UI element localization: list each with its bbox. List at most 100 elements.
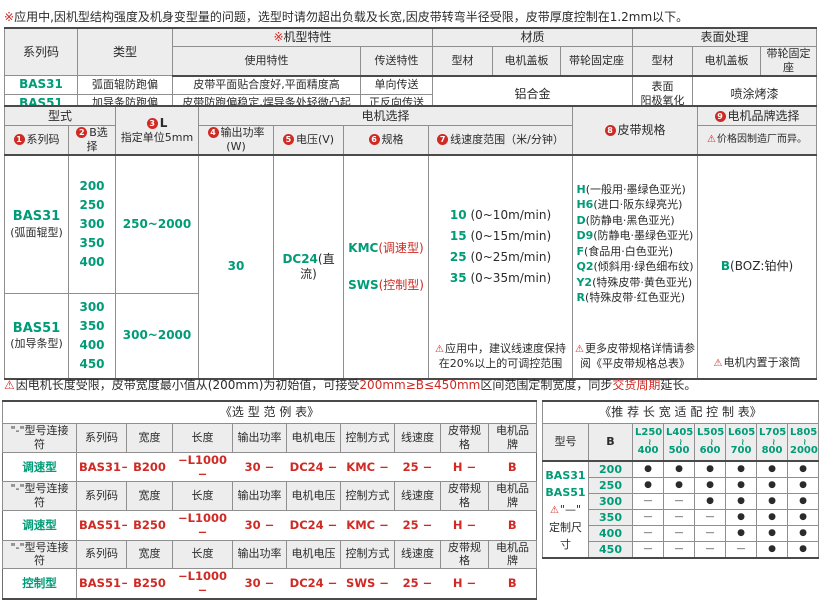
- col-header-voltage: 电机电压: [286, 423, 341, 453]
- availability-mark: ●: [756, 525, 788, 542]
- motor-builtin-note: ⚠电机内置于滚筒: [713, 355, 801, 369]
- example-type: 控制型: [2, 567, 77, 600]
- belt-option: D9(防静电·墨绿色亚光): [576, 229, 694, 242]
- example-value: B250: [126, 567, 173, 600]
- recommended-row: BAS31 BAS51 ⚠"—" 定制尺寸 200 ● ● ● ● ● ●: [542, 460, 820, 559]
- belt-option: F(食品用·白色亚光): [576, 244, 674, 258]
- availability-mark: ●: [756, 509, 788, 526]
- example-value: 25 −: [394, 451, 441, 483]
- circled-number-icon: 2: [76, 127, 88, 138]
- col-header-voltage: 电机电压: [286, 539, 341, 569]
- availability-mark: ●: [725, 493, 757, 510]
- belt-option: R(特殊皮带·红色亚光): [576, 291, 686, 304]
- availability-mark: ●: [694, 477, 726, 494]
- belt-option: Y2(特殊皮带·黄色亚光): [576, 275, 693, 289]
- example-value: B200: [126, 451, 173, 483]
- series-code: BAS31: [545, 468, 586, 482]
- spec-sheet-page: ※ 应用中,因机型结构强度及机身变型量的问题，选型时请勿超出负载及长宽,因皮带转弯…: [1, 10, 820, 600]
- col-header-belt-spec: 8 皮带规格: [572, 105, 699, 156]
- group-header-motor: 电机选择: [198, 105, 574, 126]
- col-header-b-select: 2 B选择: [67, 125, 117, 156]
- recommended-table-title: 《推 荐 长 宽 适 配 控 制 表》: [541, 400, 820, 424]
- col-header-width: 宽度: [126, 539, 173, 569]
- range-squiggle: ~: [737, 438, 747, 446]
- output-power-value: 30: [198, 154, 275, 379]
- availability-mark: ●: [725, 460, 757, 478]
- delivery-period-text: 交货周期: [612, 378, 661, 392]
- col-header-connector: "-"型号连接符: [2, 539, 77, 569]
- availability-mark: —: [632, 493, 664, 510]
- col-header-width: 宽度: [126, 481, 173, 511]
- b-value: 400: [588, 525, 633, 542]
- example-value: 30 −: [232, 509, 287, 541]
- col-header-brand: 电机品牌: [487, 423, 538, 453]
- warning-icon: ⚠: [713, 357, 723, 369]
- availability-mark: ●: [786, 477, 820, 494]
- col-header-profile: 型材: [432, 46, 494, 77]
- col-header-use: 使用特性: [172, 46, 361, 77]
- circled-number-icon: 7: [437, 133, 449, 145]
- availability-mark: ●: [663, 460, 695, 478]
- availability-mark: ●: [725, 509, 757, 526]
- example-type: 调速型: [2, 509, 77, 541]
- col-header-belt: 皮带规格: [440, 539, 489, 569]
- example-value: 25 −: [394, 567, 441, 600]
- range-squiggle: ~: [675, 438, 685, 446]
- availability-mark: ●: [632, 460, 664, 478]
- series-code: BAS31: [12, 209, 61, 225]
- availability-mark: —: [663, 541, 695, 559]
- col-header-power: 输出功率: [232, 423, 287, 453]
- availability-mark: —: [725, 541, 757, 559]
- availability-mark: ●: [694, 460, 726, 478]
- voltage-cell: DC24(直流): [273, 154, 345, 379]
- overview-table: 系列码 类型 ※机型特性 材质 表面处理 使用特性 传送特性 型材 电机盖板 带…: [4, 27, 818, 114]
- col-header-control: 控制方式: [340, 539, 395, 569]
- speed-usage-note: ⚠应用中，建议线速度保持 在20%以上的可调控范围: [435, 341, 566, 370]
- col-header-pulley-seat: 带轮固定座: [760, 46, 818, 77]
- availability-mark: —: [694, 509, 726, 526]
- circled-number-icon: 8: [604, 124, 616, 136]
- availability-mark: ●: [694, 493, 726, 510]
- example-value: 25 −: [394, 509, 441, 541]
- col-header-pulley-seat: 带轮固定座: [560, 46, 634, 77]
- b-value: 450: [588, 541, 633, 559]
- b-width-options: 300 350 400 450: [67, 293, 117, 379]
- example-value: H −: [440, 567, 489, 600]
- col-header-series: 系列码: [76, 423, 127, 453]
- example-value-row: 调速型 BAS51− B250 −L1000 − 30 − DC24 − KMC…: [2, 509, 537, 541]
- top-usage-note-text: 应用中,因机型结构强度及机身变型量的问题，选型时请勿超出负载及长宽,因皮带转弯半…: [14, 10, 689, 24]
- example-value-row: 调速型 BAS31− B200 −L1000 − 30 − DC24 − KMC…: [2, 451, 537, 483]
- motor-brand-cell: B(BOZ:铂仲) ⚠电机内置于滚筒: [697, 154, 818, 379]
- col-header-length: 长度: [172, 423, 233, 453]
- range-squiggle: ~: [799, 438, 810, 446]
- col-header-b: B: [588, 423, 633, 462]
- series-code: BAS51: [545, 485, 586, 499]
- availability-mark: ●: [725, 477, 757, 494]
- availability-mark: ●: [786, 460, 820, 478]
- warning-icon: ⚠: [549, 504, 559, 516]
- spec-option: KMC(调速型): [348, 240, 424, 255]
- series-type-label: (弧面辊型): [10, 225, 63, 239]
- asterisk-mark: ※: [273, 30, 284, 44]
- overview-row-bas31: BAS31 弧面辊防跑偏 皮带平面贴合度好,平面精度高 单向传送 铝合金 表面 …: [4, 75, 818, 113]
- availability-mark: —: [632, 509, 664, 526]
- belt-spec-cell: H(一般用·墨绿色亚光) H6(进口·阪东绿亮光) D(防静电·黑色亚光) D9…: [572, 154, 699, 379]
- col-header-profile: 型材: [632, 46, 694, 77]
- example-header-row: "-"型号连接符 系列码 宽度 长度 输出功率 电机电压 控制方式 线速度 皮带…: [2, 481, 538, 511]
- circled-number-icon: 9: [714, 110, 726, 122]
- availability-mark: ●: [786, 509, 820, 526]
- type-value: 弧面辊防跑偏: [77, 75, 173, 95]
- belt-width-note: ⚠因电机长度受限，皮带宽度最小值从(200mm)为初始值，可接受200mm≥B≤…: [4, 378, 697, 392]
- availability-mark: —: [632, 541, 664, 559]
- availability-mark: ●: [756, 541, 788, 559]
- availability-mark: ●: [756, 460, 788, 478]
- col-header-belt: 皮带规格: [440, 481, 489, 511]
- col-header-series: 系列码: [76, 539, 127, 569]
- example-value: DC24 −: [286, 567, 341, 600]
- example-header-row: "-"型号连接符 系列码 宽度 长度 输出功率 电机电压 控制方式 线速度 皮带…: [2, 423, 538, 453]
- speed-option: 15 (0~15m/min): [449, 228, 552, 243]
- b-value: 300: [588, 493, 633, 510]
- warning-icon: ⚠: [575, 343, 585, 355]
- b-width-options: 200 250 300 350 400: [67, 154, 117, 294]
- series-cell-bas51: BAS51 (加导条型): [4, 293, 69, 379]
